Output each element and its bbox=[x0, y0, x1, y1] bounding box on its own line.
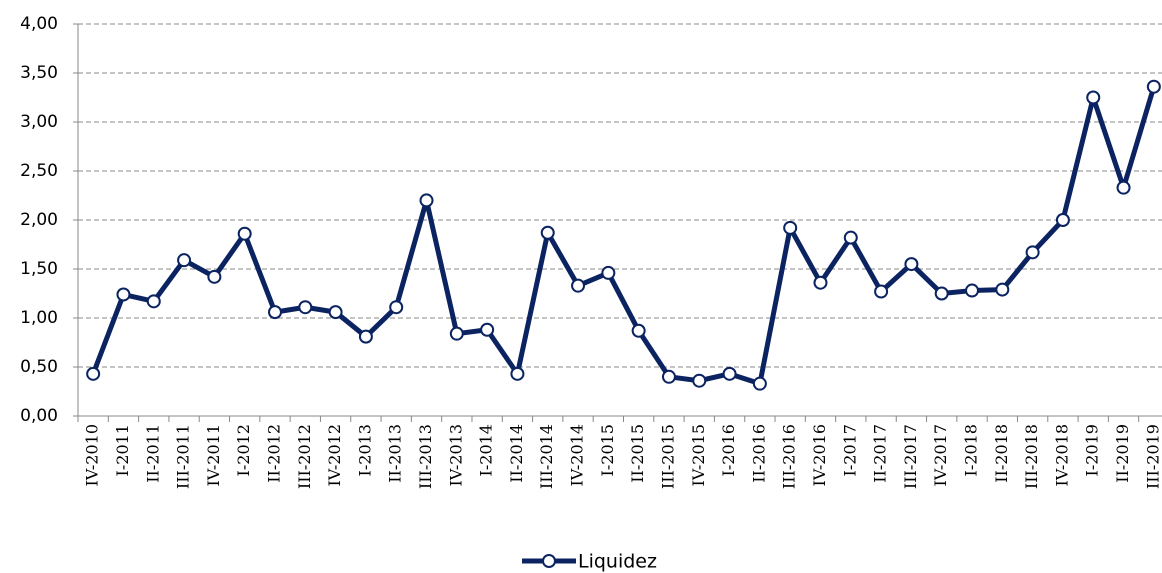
x-tick-label: IV-2018 bbox=[1052, 424, 1071, 487]
x-tick-label: IV-2013 bbox=[446, 424, 465, 487]
marker bbox=[540, 225, 555, 240]
marker bbox=[419, 193, 434, 208]
x-tick-label: I-2017 bbox=[840, 424, 859, 476]
x-tick-label: I-2014 bbox=[477, 424, 496, 476]
marker bbox=[692, 373, 707, 388]
marker bbox=[1025, 245, 1040, 260]
x-tick-label: III-2018 bbox=[1022, 424, 1041, 489]
x-tick-label: II-2017 bbox=[871, 424, 890, 483]
x-tick-label: III-2016 bbox=[780, 424, 799, 489]
marker bbox=[237, 226, 252, 241]
x-tick-label: III-2014 bbox=[537, 424, 556, 489]
x-tick-label: III-2011 bbox=[174, 424, 193, 489]
marker bbox=[843, 230, 858, 245]
x-tick-label: I-2011 bbox=[113, 424, 132, 476]
x-tick-label: II-2012 bbox=[264, 424, 283, 483]
marker bbox=[146, 294, 161, 309]
x-tick-label: IV-2010 bbox=[83, 424, 102, 487]
marker bbox=[813, 275, 828, 290]
marker bbox=[177, 253, 192, 268]
marker bbox=[722, 366, 737, 381]
x-tick-label: IV-2012 bbox=[325, 424, 344, 487]
marker bbox=[449, 326, 464, 341]
x-tick-label: II-2014 bbox=[507, 424, 526, 483]
x-tick-label: IV-2015 bbox=[689, 424, 708, 487]
marker bbox=[752, 376, 767, 391]
marker bbox=[358, 329, 373, 344]
y-tick-label: 2,50 bbox=[20, 161, 58, 181]
marker bbox=[116, 287, 131, 302]
legend-marker bbox=[542, 554, 556, 568]
line bbox=[90, 86, 1157, 387]
x-tick-label: I-2018 bbox=[962, 424, 981, 476]
x-tick-label: III-2012 bbox=[295, 424, 314, 489]
x-tick-label: I-2016 bbox=[719, 424, 738, 476]
marker bbox=[328, 305, 343, 320]
x-tick-label: III-2017 bbox=[901, 424, 920, 489]
x-tick-label: IV-2011 bbox=[204, 424, 223, 487]
x-tick-label: II-2011 bbox=[143, 424, 162, 483]
marker bbox=[1086, 90, 1101, 105]
x-tick-label: III-2019 bbox=[1143, 424, 1162, 489]
x-tick-label: III-2015 bbox=[658, 424, 677, 489]
marker bbox=[631, 323, 646, 338]
marker bbox=[480, 322, 495, 337]
marker bbox=[1055, 213, 1070, 227]
x-tick-label: I-2015 bbox=[598, 424, 617, 476]
marker bbox=[389, 300, 404, 315]
legend-label: Liquidez bbox=[578, 551, 657, 573]
marker bbox=[874, 284, 889, 299]
marker bbox=[995, 282, 1010, 297]
marker bbox=[904, 257, 919, 272]
marker bbox=[965, 283, 980, 298]
marker bbox=[601, 265, 616, 280]
x-tick-label: II-2016 bbox=[749, 424, 768, 483]
marker bbox=[510, 366, 525, 381]
marker bbox=[1146, 79, 1161, 94]
y-tick-label: 1,50 bbox=[20, 259, 58, 279]
y-tick-label: 3,50 bbox=[20, 63, 58, 83]
marker bbox=[207, 269, 222, 284]
y-tick-label: 0,50 bbox=[20, 357, 58, 377]
marker bbox=[661, 369, 676, 384]
x-tick-label: III-2013 bbox=[416, 424, 435, 489]
x-tick-label: II-2013 bbox=[386, 424, 405, 483]
y-tick-label: 3,00 bbox=[20, 112, 58, 132]
y-tick-label: 2,00 bbox=[20, 210, 58, 230]
marker bbox=[86, 366, 101, 381]
marker bbox=[934, 286, 949, 301]
x-tick-label: IV-2017 bbox=[931, 424, 950, 487]
x-tick-label: IV-2016 bbox=[810, 424, 829, 487]
x-tick-label: I-2019 bbox=[1083, 424, 1102, 476]
marker bbox=[267, 305, 282, 320]
x-tick-label: I-2012 bbox=[234, 424, 253, 476]
y-tick-label: 0,00 bbox=[20, 406, 58, 426]
marker bbox=[1116, 180, 1131, 195]
marker bbox=[298, 300, 313, 315]
x-tick-label: I-2013 bbox=[355, 424, 374, 476]
x-tick-label: II-2019 bbox=[1113, 424, 1132, 483]
x-tick-label: II-2015 bbox=[628, 424, 647, 483]
marker bbox=[571, 278, 586, 293]
y-tick-label: 1,00 bbox=[20, 308, 58, 328]
y-tick-label: 4,00 bbox=[20, 14, 58, 34]
x-tick-label: IV-2014 bbox=[568, 424, 587, 487]
x-tick-label: II-2018 bbox=[992, 424, 1011, 483]
marker bbox=[783, 220, 798, 235]
